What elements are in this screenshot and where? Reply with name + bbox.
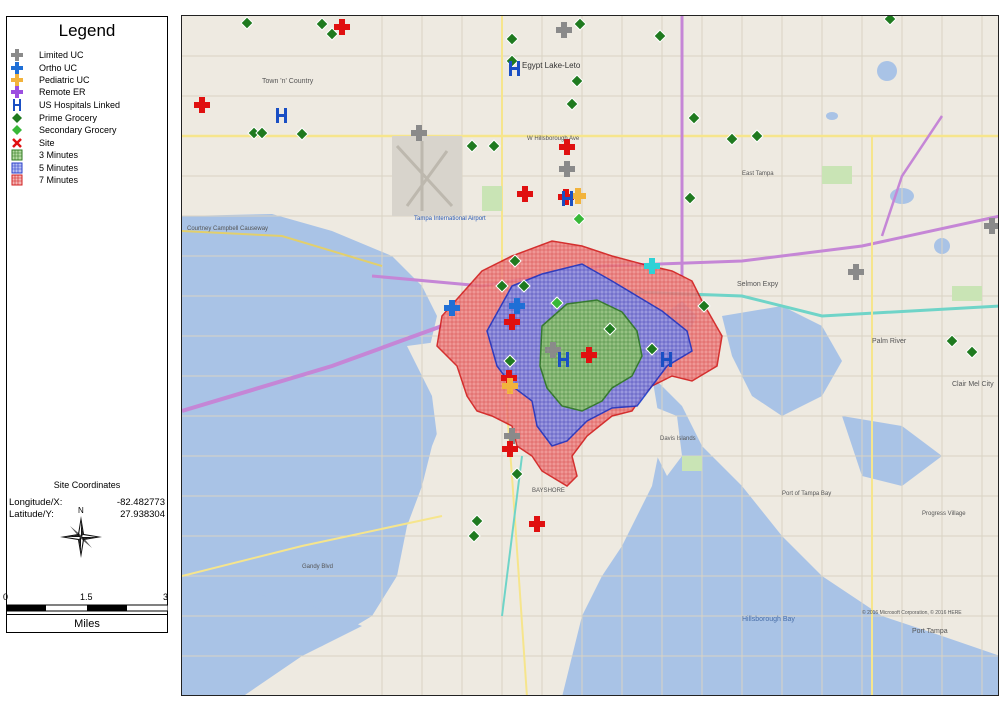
red-hatch-icon — [11, 174, 23, 186]
label-hillsborough-bay: Hillsborough Bay — [742, 616, 795, 623]
green-hatch-icon — [11, 149, 23, 161]
label-davis-islands: Davis Islands — [660, 436, 696, 442]
scale-bar — [6, 604, 168, 612]
label-town-n-country: Town 'n' Country — [262, 78, 314, 85]
legend-item-secondary-grocery: Secondary Grocery — [11, 124, 161, 136]
light-green-diamond-icon — [12, 125, 22, 135]
label-port-tampa-bay: Port of Tampa Bay — [782, 491, 832, 497]
latitude-label: Latitude/Y: — [9, 509, 54, 520]
map-canvas[interactable] — [182, 16, 999, 696]
label-palm-river: Palm River — [872, 338, 907, 345]
latitude-row: Latitude/Y: 27.938304 — [9, 509, 165, 521]
legend-panel: Legend Limited UC Ortho UC Pediatric UC … — [6, 16, 168, 633]
scale-units: Miles — [74, 618, 100, 630]
site-coordinates-title: Site Coordinates — [53, 480, 121, 490]
map-view[interactable]: Egypt Lake-Leto Town 'n' Country Tampa I… — [181, 15, 999, 696]
latitude-value: 27.938304 — [120, 509, 165, 520]
north-label: N — [78, 506, 84, 515]
legend-item-site: Site — [11, 137, 161, 149]
legend-item-pediatric-uc: Pediatric UC — [11, 74, 161, 86]
label-port-tampa: Port Tampa — [912, 628, 948, 635]
longitude-value: -82.482773 — [116, 497, 165, 508]
label-courtney: Courtney Campbell Causeway — [187, 226, 269, 232]
label-east-tampa: East Tampa — [742, 171, 774, 177]
scale-tick-0: 0 — [3, 592, 9, 602]
orange-cross-icon — [11, 74, 23, 86]
hospital-h-icon — [13, 99, 21, 111]
north-arrow-icon — [60, 516, 102, 558]
legend-item-3-minutes: 3 Minutes — [11, 149, 161, 161]
longitude-row: Longitude/X: -82.482773 — [9, 497, 165, 509]
legend-item-ortho-uc: Ortho UC — [11, 62, 161, 74]
label-egypt-lake: Egypt Lake-Leto — [522, 61, 581, 70]
label-airport: Tampa International Airport — [414, 216, 486, 222]
scale-tick-2: 3 — [163, 592, 169, 602]
blue-cross-icon — [11, 62, 23, 74]
label-clair-mel: Clair Mel City — [952, 381, 994, 388]
gray-cross-icon — [11, 49, 23, 61]
label-progress-village: Progress Village — [922, 511, 966, 517]
legend-item-limited-uc: Limited UC — [11, 49, 161, 61]
blue-hatch-icon — [11, 162, 23, 174]
hospital-points — [276, 61, 672, 367]
red-x-icon — [12, 138, 22, 148]
purple-cross-icon — [11, 86, 23, 98]
legend-title: Legend — [58, 21, 116, 40]
park-areas — [482, 166, 982, 471]
legend-item-5-minutes: 5 Minutes — [11, 162, 161, 174]
dark-green-diamond-icon — [12, 113, 22, 123]
label-hillsborough-ave: W Hillsborough Ave — [527, 136, 580, 142]
scale-units-box: Miles — [6, 614, 168, 633]
legend-item-remote-er: Remote ER — [11, 86, 161, 98]
label-bayshore: BAYSHORE — [532, 488, 565, 494]
airport-runways — [395, 141, 454, 211]
scale-tick-1: 1.5 — [80, 592, 93, 602]
label-selmon: Selmon Expy — [737, 281, 779, 288]
legend-item-7-minutes: 7 Minutes — [11, 174, 161, 186]
label-gandy: Gandy Blvd — [302, 564, 334, 570]
major-roads — [182, 16, 998, 695]
map-copyright: © 2016 Microsoft Corporation, © 2016 HER… — [862, 610, 962, 616]
legend-item-prime-grocery: Prime Grocery — [11, 112, 161, 124]
longitude-label: Longitude/X: — [9, 497, 63, 508]
legend-item-hospitals: US Hospitals Linked — [11, 99, 161, 111]
